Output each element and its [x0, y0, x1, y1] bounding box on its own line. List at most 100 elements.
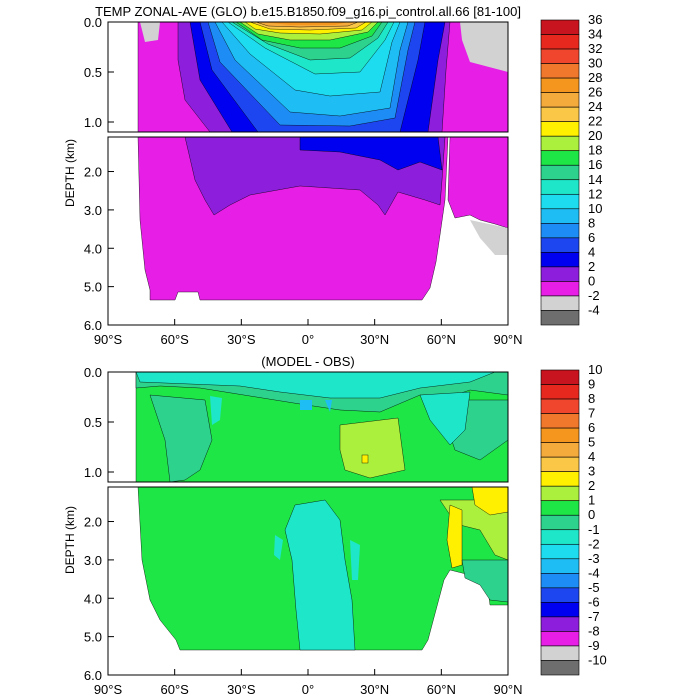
colorbar-cell	[540, 398, 580, 414]
colorbar-label: 9	[588, 377, 595, 392]
colorbar-cell	[540, 384, 580, 400]
y-tick-label: 0.5	[84, 65, 102, 80]
y-tick-label: 5.0	[84, 280, 102, 295]
colorbar-cell	[540, 616, 580, 632]
colorbar-cell	[540, 266, 580, 282]
colorbar-cell	[540, 92, 580, 108]
colorbar-label: -3	[588, 551, 600, 566]
colorbar-label: 2	[588, 259, 595, 274]
x-tick-label: 60°S	[160, 682, 189, 697]
x-tick-label: 60°N	[427, 332, 456, 347]
colorbar-cell	[540, 237, 580, 253]
colorbar-label: 6	[588, 420, 595, 435]
diff-title: (MODEL - OBS)	[261, 354, 354, 369]
colorbar-cell	[540, 106, 580, 122]
colorbar-cell	[540, 456, 580, 472]
colorbar-cell	[540, 587, 580, 603]
x-tick-label: 30°S	[227, 682, 256, 697]
colorbar-label: 5	[588, 435, 595, 450]
colorbar-cell	[540, 193, 580, 210]
colorbar-label: 10	[588, 362, 602, 377]
y-tick-label: 0.5	[84, 415, 102, 430]
colorbar-cell	[540, 573, 580, 589]
colorbar-label: 20	[588, 128, 602, 143]
colorbar-label: 26	[588, 85, 602, 100]
y-tick-label: 4.0	[84, 591, 102, 606]
colorbar-label: 1	[588, 493, 595, 508]
colorbar-label: -4	[588, 302, 600, 317]
colorbar-cell	[540, 645, 580, 661]
colorbar-label: 8	[588, 215, 595, 230]
colorbar-cell	[540, 427, 580, 443]
colorbar-cell	[540, 295, 580, 311]
colorbar-label: 4	[588, 449, 595, 464]
temp-ylabel: DEPTH (km)	[63, 139, 77, 207]
colorbar-label: 22	[588, 114, 602, 129]
y-tick-label: 3.0	[84, 203, 102, 218]
colorbar-cell	[540, 63, 580, 79]
colorbar-label: 2	[588, 478, 595, 493]
colorbar-cell	[540, 558, 580, 574]
colorbar-cell	[540, 369, 580, 385]
colorbar-cell	[540, 34, 580, 50]
colorbar-cell	[540, 631, 580, 647]
colorbar-label: -1	[588, 522, 600, 537]
x-tick-label: 30°S	[227, 332, 256, 347]
y-tick-label: 0.0	[84, 15, 102, 30]
colorbar-cell	[540, 19, 580, 35]
colorbar-label: 18	[588, 143, 602, 158]
colorbar-label: -10	[588, 652, 607, 667]
x-tick-label: 90°N	[493, 682, 522, 697]
colorbar-label: 34	[588, 27, 602, 42]
x-tick-label: 0°	[302, 332, 314, 347]
temp-lower-field	[108, 137, 508, 325]
colorbar-cell	[540, 77, 580, 93]
colorbar-cell	[540, 179, 580, 195]
colorbar-cell	[540, 281, 580, 297]
y-tick-label: 2.0	[84, 515, 102, 530]
colorbar-cell	[540, 310, 580, 326]
diff-upper-field	[108, 372, 508, 482]
colorbar-label: -4	[588, 565, 600, 580]
colorbar-cell	[540, 164, 580, 181]
colorbar-label: 30	[588, 56, 602, 71]
diff-panel: (MODEL - OBS)	[63, 354, 607, 697]
colorbar-cell	[540, 514, 580, 531]
colorbar-cell	[540, 660, 580, 676]
y-tick-label: 5.0	[84, 630, 102, 645]
colorbar-cell	[540, 529, 580, 545]
colorbar-cell	[540, 500, 580, 516]
colorbar-label: 0	[588, 507, 595, 522]
colorbar-label: 32	[588, 41, 602, 56]
colorbar-label: 10	[588, 201, 602, 216]
colorbar-label: -2	[588, 536, 600, 551]
colorbar-cell	[540, 602, 580, 618]
colorbar-cell	[540, 485, 580, 502]
colorbar-label: 28	[588, 70, 602, 85]
temp-upper-frame	[107, 21, 509, 133]
colorbar-label: 36	[588, 12, 602, 27]
colorbar-label: 7	[588, 406, 595, 421]
temp-panel: TEMP ZONAL-AVE (GLO) b.e15.B1850.f09_g16…	[63, 4, 602, 347]
colorbar-cell	[540, 48, 580, 64]
colorbar-label: 6	[588, 230, 595, 245]
colorbar-cell	[540, 413, 580, 429]
x-tick-label: 90°S	[94, 332, 123, 347]
y-tick-label: 0.0	[84, 365, 102, 380]
x-tick-label: 30°N	[360, 332, 389, 347]
x-tick-label: 60°S	[160, 332, 189, 347]
colorbar-label: 3	[588, 464, 595, 479]
y-tick-label: 2.0	[84, 165, 102, 180]
x-tick-label: 90°N	[493, 332, 522, 347]
colorbar-cell	[540, 471, 580, 487]
diff-lower-field	[108, 487, 508, 675]
diff-ylabel: DEPTH (km)	[63, 506, 77, 574]
y-tick-label: 6.0	[84, 668, 102, 683]
colorbar-label: 12	[588, 186, 602, 201]
colorbar-label: -2	[588, 288, 600, 303]
temp-upper-field	[108, 22, 508, 132]
y-tick-label: 6.0	[84, 318, 102, 333]
